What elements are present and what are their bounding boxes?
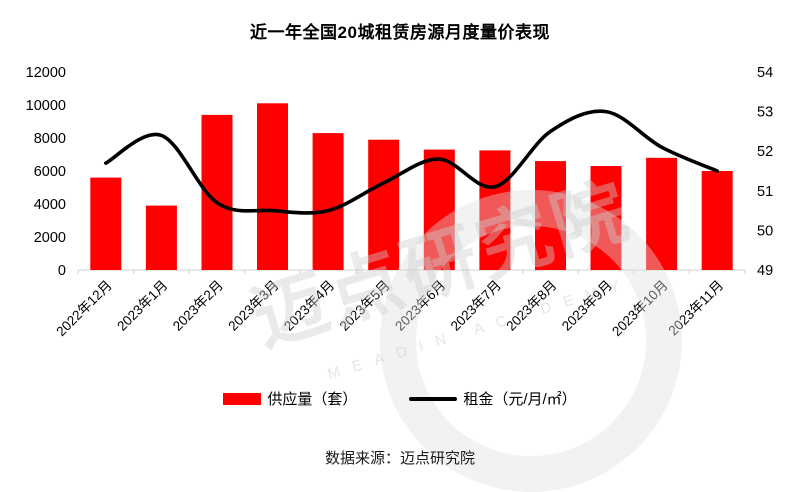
supply-bar-swatch-icon xyxy=(223,392,262,405)
y-axis-right-tick-label: 53 xyxy=(757,105,773,121)
y-axis-left-tick-label: 8000 xyxy=(34,131,66,147)
legend-supply-label: 供应量（套） xyxy=(267,391,358,408)
y-axis-left-tick-label: 10000 xyxy=(26,98,66,114)
supply-bar-2023年8月 xyxy=(535,161,566,270)
data-source-note: 数据来源：迈点研究院 xyxy=(324,450,475,467)
y-axis-left-tick-label: 4000 xyxy=(34,197,66,213)
y-axis-left-tick-label: 2000 xyxy=(34,230,66,246)
supply-bar-2023年5月 xyxy=(368,139,400,270)
y-axis-right-tick-label: 50 xyxy=(757,223,773,239)
legend-rent-label: 租金（元/月/㎡） xyxy=(463,391,577,408)
y-axis-right-tick-label: 49 xyxy=(757,263,773,279)
x-axis-label-2023年5月: 2023年5月 xyxy=(337,278,393,334)
x-axis-label-2023年9月: 2023年9月 xyxy=(559,278,615,334)
x-axis-label-2022年12月: 2022年12月 xyxy=(53,278,115,340)
x-axis-label-2023年10月: 2023年10月 xyxy=(609,278,671,340)
supply-bar-2023年7月 xyxy=(479,150,511,270)
supply-bar-2023年1月 xyxy=(145,205,177,270)
x-axis-label-2023年6月: 2023年6月 xyxy=(392,278,448,334)
supply-bar-2023年3月 xyxy=(257,103,288,270)
legend-item-supply: 供应量（套） xyxy=(223,388,357,409)
x-axis-label-2023年7月: 2023年7月 xyxy=(448,278,504,334)
y-axis-right-tick-label: 54 xyxy=(757,65,773,81)
supply-bar-2023年6月 xyxy=(423,149,455,270)
x-axis-label-2023年4月: 2023年4月 xyxy=(281,278,337,334)
combo-chart-canvas: 0 2000 4000 6000 8000 10000 12000 49 50 51 52 53 54 2… xyxy=(26,65,773,340)
rent-line-swatch-icon xyxy=(409,396,458,401)
x-axis-label-2023年8月: 2023年8月 xyxy=(503,278,559,334)
supply-bar-2023年11月 xyxy=(701,171,733,270)
rent-line-series xyxy=(104,109,719,215)
y-axis-left-tick-label: 0 xyxy=(58,263,66,279)
chart-title: 近一年全国20城租赁房源月度量价表现 xyxy=(250,23,550,42)
y-axis-left-tick-label: 6000 xyxy=(34,164,66,180)
supply-bar-2023年9月 xyxy=(590,166,622,270)
supply-bar-2023年10月 xyxy=(646,157,678,270)
x-axis-label-2023年11月: 2023年11月 xyxy=(665,278,726,339)
y-axis-left-tick-label: 12000 xyxy=(26,65,66,81)
supply-bar-2022年12月 xyxy=(90,177,122,270)
x-axis-label-2023年1月: 2023年1月 xyxy=(114,278,170,334)
y-axis-right-tick-label: 52 xyxy=(757,144,773,160)
chart-legend: 供应量（套） 租金（元/月/㎡） xyxy=(0,388,800,409)
legend-item-rent: 租金（元/月/㎡） xyxy=(409,388,577,409)
x-axis-label-2023年2月: 2023年2月 xyxy=(170,278,226,334)
x-axis-label-2023年3月: 2023年3月 xyxy=(225,278,281,334)
y-axis-right-tick-label: 51 xyxy=(757,184,773,200)
supply-bar-2023年4月 xyxy=(312,133,344,270)
